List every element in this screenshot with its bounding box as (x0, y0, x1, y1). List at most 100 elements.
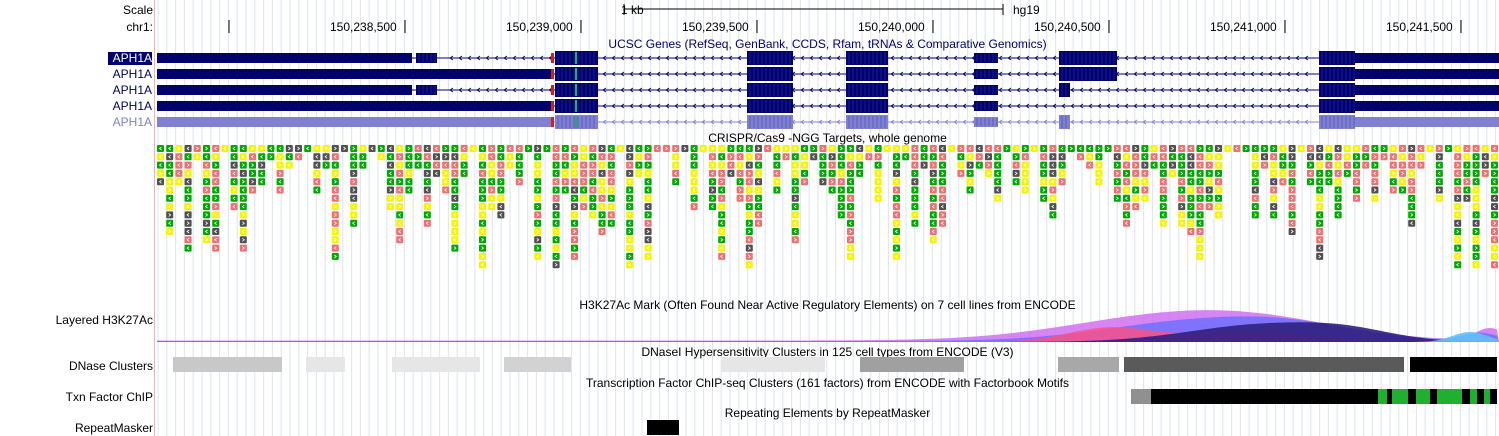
crispr-strand-arrow (352, 179, 356, 184)
crispr-strand-arrow (1354, 146, 1358, 151)
strand-arrow (1115, 87, 1120, 93)
gene-label-aph1a[interactable]: APH1A (112, 99, 152, 113)
crispr-target (1334, 203, 1342, 211)
crispr-strand-arrow (1060, 179, 1064, 184)
crispr-strand-arrow (1208, 196, 1211, 201)
crispr-strand-arrow (490, 146, 494, 151)
dnase-cluster (1410, 357, 1497, 372)
crispr-strand-arrow (1254, 154, 1257, 159)
strand-arrow (1034, 87, 1039, 93)
crispr-strand-arrow (1051, 196, 1055, 201)
crispr-strand-arrow (968, 179, 972, 184)
strand-arrow (701, 55, 706, 61)
crispr-target (626, 194, 634, 202)
crispr-target (166, 169, 174, 177)
crispr-strand-arrow (1456, 171, 1459, 176)
crispr-target (1012, 153, 1020, 161)
crispr-strand-arrow (1290, 188, 1294, 192)
crispr-target (1251, 169, 1259, 177)
strand-arrow (1304, 87, 1309, 93)
strand-arrow (512, 87, 517, 93)
strand-arrow (809, 119, 814, 125)
dnase-track-label[interactable]: DNase Clusters (68, 359, 153, 373)
crispr-strand-arrow (1437, 179, 1441, 184)
crispr-target (175, 178, 183, 186)
crispr-target (1021, 153, 1029, 161)
crispr-target (1196, 203, 1204, 211)
crispr-strand-arrow (499, 204, 503, 209)
crispr-target (1316, 211, 1324, 219)
gene-label-aph1a[interactable]: APH1A (112, 115, 152, 129)
h3k27ac-track-label[interactable]: Layered H3K27Ac (55, 313, 153, 327)
strand-arrow (935, 87, 940, 93)
crispr-target (1435, 161, 1443, 169)
strand-arrow (899, 71, 904, 77)
crispr-target (387, 153, 394, 161)
gene-label-aph1a[interactable]: APH1A (112, 67, 152, 81)
crispr-target (727, 169, 735, 177)
crispr-target (911, 194, 919, 202)
strand-arrow (1124, 71, 1129, 77)
crispr-strand-arrow (1051, 146, 1055, 151)
strand-arrow (836, 55, 841, 61)
crispr-strand-arrow (858, 146, 861, 151)
crispr-target (782, 153, 790, 161)
crispr-strand-arrow (1336, 154, 1340, 159)
strand-arrow (656, 55, 661, 61)
crispr-strand-arrow (572, 146, 576, 151)
crispr-target (718, 153, 726, 161)
crispr-target (571, 178, 578, 186)
crispr-target (939, 169, 946, 177)
crispr-target (598, 161, 606, 169)
strand-arrow (602, 87, 607, 93)
crispr-strand-arrow (554, 163, 558, 167)
strand-arrow (1151, 55, 1156, 61)
strand-arrow (800, 119, 805, 125)
crispr-strand-arrow (1198, 163, 1202, 167)
crispr-target (745, 169, 753, 177)
crispr-target (1159, 153, 1167, 161)
gene-label-aph1a[interactable]: APH1A (108, 52, 152, 65)
crispr-strand-arrow (453, 213, 457, 217)
crispr-strand-arrow (922, 154, 926, 159)
strand-arrow (1052, 71, 1057, 77)
crispr-strand-arrow (775, 179, 779, 184)
crispr-target (1270, 153, 1278, 161)
crispr-target (1435, 169, 1443, 177)
crispr-strand-arrow (1189, 221, 1193, 226)
crispr-strand-arrow (932, 163, 935, 167)
crispr-target (1049, 186, 1057, 194)
strand-arrow (701, 119, 706, 125)
crispr-target (1123, 186, 1130, 194)
crispr-target (230, 161, 238, 169)
crispr-target (1417, 153, 1425, 161)
crispr-target (552, 186, 560, 194)
crispr-strand-arrow (536, 146, 540, 151)
crispr-strand-arrow (987, 171, 991, 176)
gene-label-aph1a[interactable]: APH1A (112, 83, 152, 97)
strand-arrow (629, 87, 634, 93)
crispr-target (203, 178, 210, 186)
strand-arrow (953, 103, 958, 109)
crispr-strand-arrow (1456, 179, 1459, 184)
strand-arrow (836, 103, 841, 109)
strand-arrow (494, 87, 499, 93)
crispr-target (718, 194, 726, 202)
crispr-strand-arrow (517, 163, 521, 167)
crispr-target (644, 228, 652, 235)
crispr-strand-arrow (278, 146, 282, 151)
crispr-strand-arrow (610, 154, 613, 159)
crispr-target (745, 145, 753, 152)
crispr-target (1399, 161, 1406, 169)
txn-track-label[interactable]: Txn Factor ChIP (65, 390, 153, 404)
repeat-track-label[interactable]: RepeatMasker (74, 421, 153, 435)
crispr-target (285, 161, 293, 169)
gene-exon (974, 117, 998, 127)
crispr-target (396, 228, 404, 235)
crispr-target (396, 153, 404, 161)
crispr-target (534, 203, 542, 211)
crispr-strand-arrow (904, 146, 908, 151)
strand-arrow (611, 71, 616, 77)
